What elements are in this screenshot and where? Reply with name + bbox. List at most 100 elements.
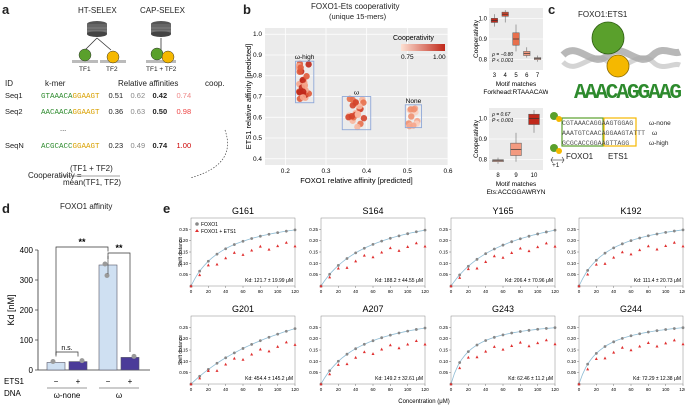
e-xtick: 40 [611,289,617,294]
e-xtick: 60 [240,387,246,392]
e-point-foxo-ets [527,344,531,348]
e-point-foxo-ets [189,284,193,288]
b-legend-bar [401,44,445,51]
e-point-foxo-ets [638,344,642,348]
b-point [346,95,354,103]
e-ytick: 0.05 [309,370,318,375]
box-ytick: 0.9 [479,137,488,143]
e-point-foxo [638,236,642,240]
panel-c: FOXO1:ETS1 AAACAGGAAG CGTAAACAGGAAGTGGAG… [548,0,685,200]
e-xtick: 120 [291,289,299,294]
b-point [410,122,417,129]
e-point-foxo-ets [594,262,598,266]
e-point-foxo [536,327,540,331]
b-ytick: 0.5 [253,135,262,142]
d-ytick: 0 [29,366,34,375]
aff-tf1: 0.51 [108,91,124,100]
c-label-high: ω-high [649,140,669,147]
e-point-foxo-ets [380,250,384,254]
e-xtick: 80 [646,387,652,392]
panel-letter-a: a [2,2,10,17]
e-ytick: 0.25 [179,325,188,330]
b-selection-box [404,104,423,129]
e-point-foxo [406,329,410,333]
e-point-foxo-ets [189,382,193,386]
d-bar [46,362,66,371]
b-xtick: 0.4 [362,168,371,175]
e-point-foxo-ets [620,345,624,349]
e-subplot-title: G243 [492,304,514,314]
e-legend-foxo: FOXO1 [201,222,218,228]
e-point-foxo-ets [629,252,633,256]
e-point-foxo [362,246,366,250]
e-point-foxo [501,333,505,337]
e-point-foxo [380,239,384,243]
e-xtick: 80 [258,289,264,294]
e-point-foxo-ets [198,273,202,277]
e-point-foxo-ets [284,340,288,344]
e-subplot: Y165 0 20 40 60 80 100 120 0.05 0.10 0.15 0.20 0.25 K… [439,206,559,294]
e-ytick: 0.10 [439,359,448,364]
e-point-foxo-ets [664,341,668,345]
table-ellipsis: ... [60,124,67,133]
e-subplot: G161 0 20 40 60 80 100 120 0.05 0.10 0.15 0.20 0.25 K… [178,206,299,294]
e-point-foxo [388,236,392,240]
e-point-foxo-ets [475,355,479,359]
d-point [131,353,137,359]
e-point-foxo [501,243,505,247]
e-point-foxo-ets [664,244,668,248]
e-point-foxo [594,351,598,355]
e-point-foxo-ets [672,240,676,244]
database-icon-2 [151,21,171,37]
e-xtick: 0 [450,387,453,392]
b-xtick: 0.3 [321,168,330,175]
d-bar [68,361,88,371]
e-point-foxo-ets [586,272,590,276]
e-xtick: 80 [646,289,652,294]
e-point-foxo [475,343,479,347]
e-ytick: 0.15 [309,348,318,353]
e-ytick: 0.15 [567,348,576,353]
row-id: Seq2 [5,107,23,116]
c-ets-label: ETS1 [608,152,629,161]
e-point-foxo-ets [406,342,410,346]
e-xtick: 40 [611,387,617,392]
e-point-foxo [646,330,650,334]
e-point-foxo [198,269,202,273]
b-point [408,113,415,120]
d-ytick: 400 [20,246,34,255]
e-ytick: 0.15 [179,348,188,353]
box-xlabel-2: Ets:ACCGGAWRYN [487,189,546,196]
e-point-foxo-ets [354,259,358,263]
d-point [102,261,108,267]
b-legend-lo: 0.75 [401,54,414,61]
e-point-foxo-ets [406,245,410,248]
e-point-foxo [328,369,332,373]
e-kd-label: Kd: 206.4 ± 70.96 μM [505,278,553,284]
d-ytick: 300 [20,276,34,285]
e-ytick: 0.25 [567,227,576,232]
e-point-foxo [655,232,659,236]
b-point [354,110,362,118]
e-point-foxo-ets [397,249,401,252]
e-kd-label: Kd: 188.2 ± 44.55 μM [375,278,423,284]
ets1-protein-icon [606,54,630,78]
e-point-foxo [198,374,202,378]
e-xtick: 100 [534,289,542,294]
box-xtick: 5 [514,73,518,79]
b-box-label: None [406,98,422,105]
database-icon-1 [87,21,107,37]
b-legend-hi: 1.00 [433,54,446,61]
e-point-foxo-ets [458,366,462,370]
e-ytick: 0.25 [439,227,448,232]
e-ytick: 0.15 [439,250,448,255]
b-point [297,64,304,71]
e-ytick: 0.05 [439,370,448,375]
e-xtick: 20 [206,387,212,392]
c-seq-top: CGTAAACAGGAAGTGGAG [562,120,634,127]
e-xtick: 100 [404,387,412,392]
box-xlabel-1: Motif matches [496,181,537,188]
e-point-foxo [232,243,236,246]
